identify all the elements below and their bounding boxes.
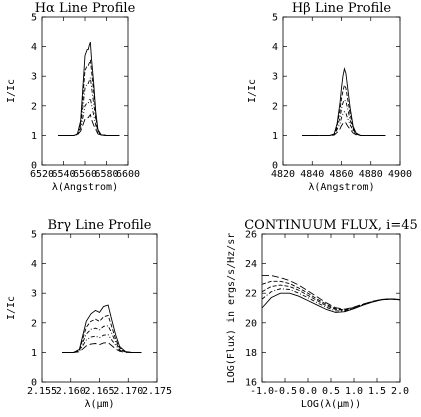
x-tick-label: 4840 [300,169,324,180]
series-line-5 [62,342,142,353]
y-tick-label: 4 [272,42,278,53]
y-tick-label: 1 [272,131,278,142]
y-tick-label: 3 [272,72,278,83]
x-tick-label: 6600 [116,169,140,180]
y-tick-label: 1 [31,131,37,142]
chart-title: Hβ Line Profile [292,1,392,16]
series-line-3 [302,99,386,136]
x-axis-label: LOG(λ(μm)) [301,399,361,410]
x-tick-label: 6580 [94,169,118,180]
x-tick-label: 0.5 [322,386,340,397]
y-tick-label: 0 [31,161,37,172]
y-tick-label: 20 [245,318,257,329]
series-line-2 [302,83,386,136]
x-axis-label: λ(Angstrom) [52,182,118,193]
chart-title: CONTINUUM FLUX, i=45 [244,218,418,233]
y-tick-label: 4 [31,259,37,270]
series-line-5 [58,113,120,136]
series-line-3 [62,325,142,353]
x-tick-label: 1.5 [368,386,386,397]
x-tick-label: 4900 [388,169,412,180]
y-tick-label: 3 [31,289,37,300]
series-line-5 [302,121,386,136]
y-tick-label: 0 [31,378,37,389]
x-tick-label: 0.0 [299,386,317,397]
x-tick-label: 1.0 [345,386,363,397]
y-tick-label: 22 [245,289,257,300]
y-tick-label: 2 [31,318,37,329]
x-tick-label: -0.5 [273,386,297,397]
series-line-1 [58,42,120,136]
x-tick-label: 4880 [359,169,383,180]
series-line-3 [58,77,120,136]
panel-2: Hβ Line Profile 4820 4840 4860 4880 4900 0 1 2 3 4… [247,1,412,193]
series-line-2 [62,314,142,353]
y-axis-label: I/Ic [6,79,17,103]
series-line-4 [58,97,120,136]
panel-4: CONTINUUM FLUX, i=45 -1.0-0.5 0.0 0.5 1.0 1.5… [226,218,418,410]
y-tick-label: 4 [31,42,37,53]
x-tick-label: 4860 [329,169,353,180]
y-axis-label: I/Ic [247,79,258,103]
x-tick-label: 2.170 [113,386,143,397]
series-line-1 [62,304,142,353]
y-axis-label: LOG(Flux) in ergs/s/Hz/sr [226,233,237,384]
x-tick-label: 4820 [271,169,295,180]
series-line-5 [262,274,401,310]
x-tick-label: -1.0 [250,386,274,397]
x-tick-label: 2.155 [27,386,57,397]
y-tick-label: 2 [272,101,278,112]
chart-title: Hα Line Profile [35,1,136,16]
x-tick-label: 2.0 [391,386,409,397]
x-tick-label: 2.160 [56,386,86,397]
series-line-4 [302,111,386,136]
x-tick-label: 6520 [30,169,54,180]
y-tick-label: 3 [31,72,37,83]
plot-frame [41,233,158,383]
x-axis-label: λ(Angstrom) [308,182,374,193]
chart-title: Brγ Line Profile [48,218,152,233]
x-axis-label: λ(μm) [84,399,114,410]
y-tick-label: 5 [31,13,37,24]
y-tick-label: 0 [272,161,278,172]
y-tick-label: 1 [31,348,37,359]
x-tick-label: 2.175 [142,386,172,397]
x-tick-label: 6560 [73,169,97,180]
y-tick-label: 26 [245,230,257,241]
y-tick-label: 24 [245,259,257,270]
y-tick-label: 2 [31,101,37,112]
y-tick-label: 18 [245,348,257,359]
y-tick-label: 5 [31,230,37,241]
series-line-1 [261,292,401,313]
y-tick-label: 5 [272,13,278,24]
y-axis-label: I/Ic [6,296,17,320]
x-tick-label: 6540 [51,169,75,180]
y-tick-label: 16 [245,378,257,389]
series-line-2 [58,59,120,136]
x-tick-label: 2.165 [84,386,114,397]
panel-3: Brγ Line Profile 2.1552.1602.1652.1702.17… [6,218,172,410]
